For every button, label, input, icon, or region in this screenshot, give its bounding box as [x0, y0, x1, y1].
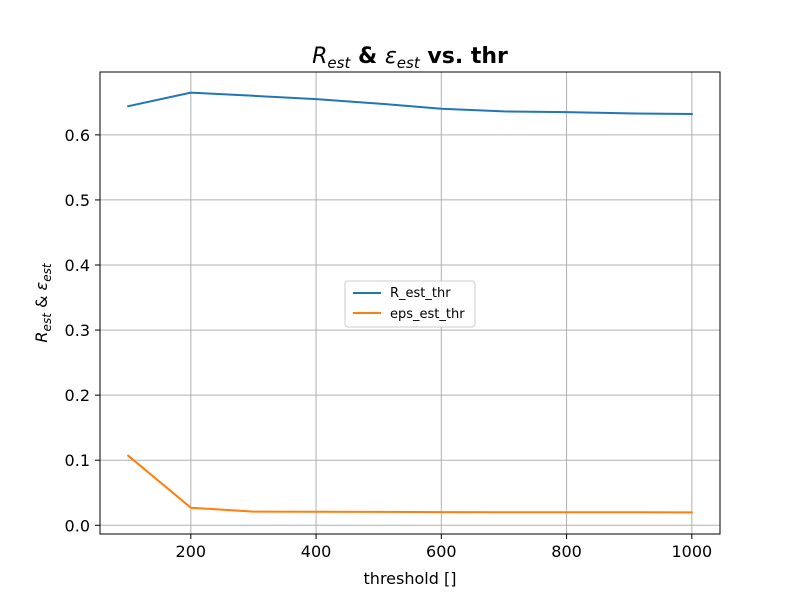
x-tick-label: 400 [301, 542, 332, 561]
legend-label-r-est: R_est_thr [390, 286, 451, 301]
x-axis: 200 400 600 800 1000 [176, 534, 712, 561]
grid [100, 72, 720, 534]
series-lines [126, 91, 693, 514]
plot-area-frame [99, 71, 721, 535]
y-axis-label: Rest & εest [32, 262, 54, 342]
legend: R_est_thr eps_est_thr [344, 280, 476, 328]
y-tick-label: 0.4 [65, 256, 90, 275]
x-tick-label: 1000 [671, 542, 712, 561]
y-tick-label: 0.5 [65, 191, 90, 210]
chart-title: Rest & εest vs. thr [312, 44, 508, 72]
x-tick-label: 600 [426, 542, 457, 561]
series-line-r-est-thr [127, 91, 693, 116]
y-tick-label: 0.3 [65, 321, 90, 340]
x-tick-label: 800 [551, 542, 582, 561]
y-tick-label: 0.2 [65, 386, 90, 405]
series-line-eps-est-thr [126, 454, 693, 514]
y-axis: 0.0 0.1 0.2 0.3 0.4 0.5 0.6 [65, 126, 100, 535]
x-tick-label: 200 [176, 542, 207, 561]
x-axis-label: threshold [] [364, 569, 457, 588]
y-tick-label: 0.0 [65, 516, 90, 535]
legend-label-eps-est: eps_est_thr [390, 307, 465, 322]
y-tick-label: 0.6 [65, 126, 90, 145]
y-tick-label: 0.1 [65, 451, 90, 470]
